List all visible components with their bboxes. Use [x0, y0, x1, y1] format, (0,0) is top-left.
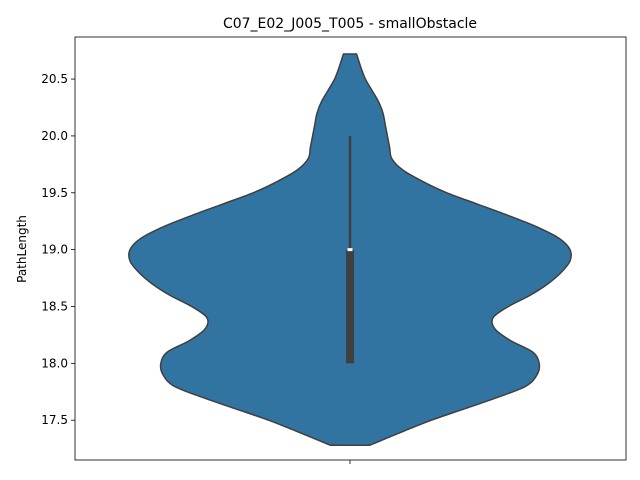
- y-axis-label: PathLength: [15, 215, 29, 283]
- y-tick-label: 19.0: [41, 243, 68, 257]
- box-layer: [346, 135, 354, 364]
- axes-layer: 17.5 18.0 18.5 19.0 19.5 20.0 20.5: [41, 36, 627, 464]
- y-tick-label: 20.5: [41, 72, 68, 86]
- y-tick-label: 19.5: [41, 186, 68, 200]
- chart-title: C07_E02_J005_T005 - smallObstacle: [223, 16, 477, 32]
- plot-frame: [74, 36, 627, 461]
- median-marker: [347, 248, 353, 252]
- interquartile-box: [346, 249, 354, 364]
- y-tick-label: 20.0: [41, 129, 68, 143]
- y-tick-label: 18.0: [41, 356, 68, 370]
- y-tick-label: 17.5: [41, 413, 68, 427]
- y-tick-label: 18.5: [41, 299, 68, 313]
